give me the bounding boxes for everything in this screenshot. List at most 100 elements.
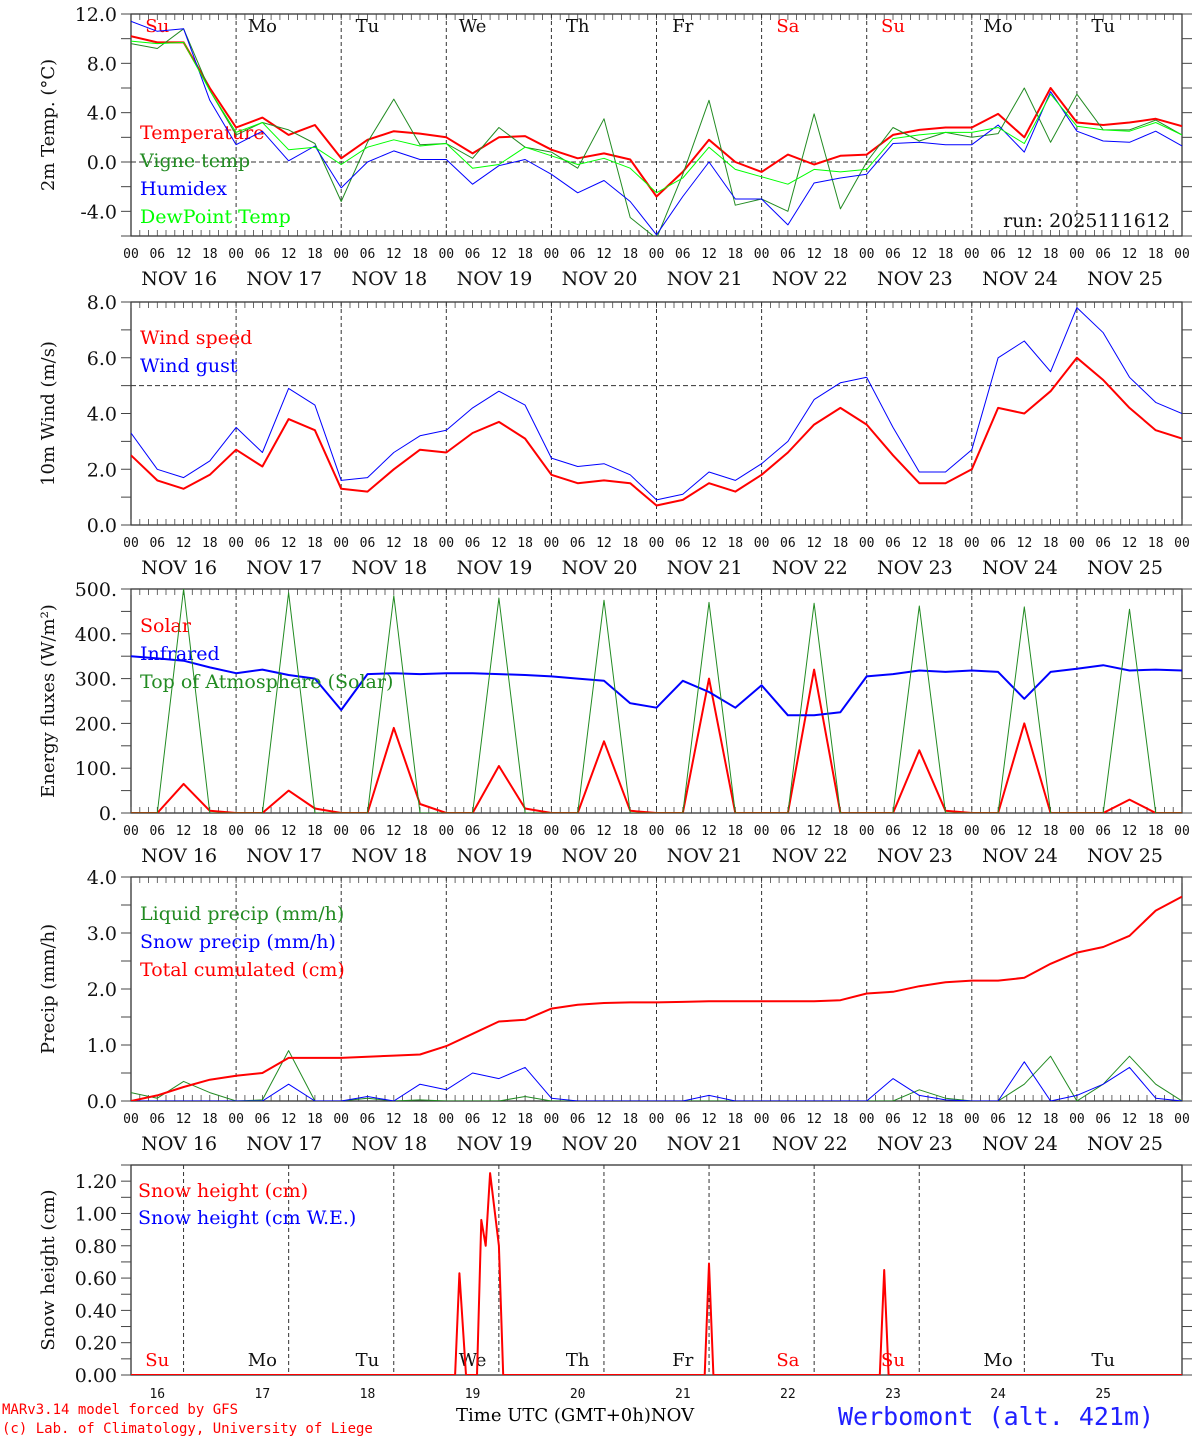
x-hour-tick-label: 18 [833, 824, 849, 839]
x-hour-tick-label: 06 [465, 536, 481, 551]
x-date-label: NOV 16 [141, 845, 217, 867]
x-hour-tick-label: 18 [202, 247, 218, 262]
x-hour-tick-label: 18 [202, 536, 218, 551]
x-hour-tick-label: 00 [1174, 824, 1190, 839]
x-date-label: NOV 16 [141, 268, 217, 290]
series-line-wind-gust [131, 307, 1182, 501]
weekday-label: Tu [1091, 16, 1115, 37]
panel-temp: 12.0 8.0 4.0 0.0 -4.0 2m Temp. (°C) 00 06 12 18 NO… [38, 4, 1192, 290]
x-hour-tick-label: 00 [649, 1112, 665, 1127]
legend-entry: DewPoint Temp [140, 206, 291, 228]
x-date-label: NOV 20 [562, 1133, 638, 1155]
x-hour-tick-label: 06 [149, 1112, 165, 1127]
x-hour-tick-label: 18 [938, 536, 954, 551]
weekday-label: Sa [776, 1350, 799, 1371]
x-date-label: NOV 24 [982, 557, 1058, 579]
x-date-label: NOV 19 [457, 845, 533, 867]
x-hour-tick-label: 12 [806, 247, 822, 262]
x-hour-tick-label: 00 [1069, 247, 1085, 262]
x-hour-tick-label: 18 [1148, 247, 1164, 262]
x-hour-tick-label: 18 [307, 247, 323, 262]
x-hour-tick-label: 00 [333, 247, 349, 262]
y-axis-label: 2m Temp. (°C) [38, 59, 59, 191]
x-date-label: NOV 18 [351, 1133, 427, 1155]
x-hour-tick-label: 12 [596, 824, 612, 839]
x-hour-tick-label: 18 [1043, 536, 1059, 551]
x-minor-ticks [130, 589, 1183, 813]
x-hour-tick-label: 12 [176, 247, 192, 262]
x-hour-tick-label: 12 [1017, 1112, 1033, 1127]
x-hour-tick-label: 18 [412, 824, 428, 839]
x-hour-tick-label: 18 [1043, 1112, 1059, 1127]
x-hour-tick-label: 00 [859, 536, 875, 551]
x-date-label: NOV 22 [772, 1133, 848, 1155]
x-hour-tick-label: 18 [1148, 1112, 1164, 1127]
x-hour-tick-label: 18 [727, 824, 743, 839]
x-hour-tick-label: 00 [544, 824, 560, 839]
x-hour-tick-label: 18 [727, 1112, 743, 1127]
x-hour-tick-label: 12 [701, 824, 717, 839]
panel-precip: 4.0 3.0 2.0 1.0 0.0 Precip (mm/h) 00 06 12 18 NOV … [38, 867, 1192, 1155]
x-hour-tick-label: 12 [386, 536, 402, 551]
x-hour-tick-label: 12 [386, 1112, 402, 1127]
x-hour-tick-label: 18 [727, 536, 743, 551]
x-hour-tick-label: 00 [1069, 536, 1085, 551]
x-hour-tick-label: 06 [885, 536, 901, 551]
weekday-label: Th [566, 16, 590, 37]
y-tick-label: 300. [75, 669, 117, 691]
series-line-liquid-precip-mm-h [131, 1050, 1182, 1101]
weekday-label: Tu [356, 1350, 380, 1371]
x-hour-tick-label: 00 [438, 1112, 454, 1127]
x-hour-tick-label: 00 [438, 824, 454, 839]
x-date-label: NOV 22 [772, 268, 848, 290]
x-hour-tick-label: 06 [990, 247, 1006, 262]
weekday-label: Su [881, 1350, 905, 1371]
x-date-label: NOV 25 [1087, 268, 1163, 290]
x-hour-tick-label: 12 [386, 247, 402, 262]
x-day-number: 23 [885, 1387, 901, 1402]
series-line-snow-precip-mm-h [131, 1061, 1182, 1101]
x-hour-tick-label: 06 [885, 247, 901, 262]
x-hour-tick-label: 18 [412, 536, 428, 551]
x-hour-tick-label: 12 [1017, 824, 1033, 839]
y-tick-label: 500. [75, 579, 117, 601]
x-hour-tick-label: 00 [544, 247, 560, 262]
x-hour-tick-label: 00 [649, 824, 665, 839]
legend-entry: Infrared [140, 643, 220, 665]
x-date-label: NOV 20 [562, 845, 638, 867]
legend-entry: Temperature [140, 122, 264, 144]
x-date-label: NOV 25 [1087, 557, 1163, 579]
y-tick-label: 0.20 [75, 1333, 117, 1355]
x-hour-tick-label: 06 [885, 824, 901, 839]
x-hour-tick-label: 00 [228, 536, 244, 551]
x-hour-tick-label: 12 [491, 247, 507, 262]
series-line-temperature [131, 35, 1182, 198]
x-hour-tick-label: 06 [1095, 824, 1111, 839]
x-hour-tick-label: 06 [465, 824, 481, 839]
x-hour-tick-label: 18 [833, 247, 849, 262]
x-hour-tick-label: 12 [806, 824, 822, 839]
x-hour-tick-label: 18 [517, 247, 533, 262]
x-hour-tick-label: 18 [622, 247, 638, 262]
weekday-label: We [459, 16, 487, 37]
x-hour-tick-label: 12 [1122, 824, 1138, 839]
x-hour-tick-label: 06 [465, 247, 481, 262]
y-tick-label: -4.0 [80, 201, 117, 223]
x-day-number: 21 [675, 1387, 691, 1402]
series-line-wind-speed [131, 356, 1182, 507]
x-date-label: NOV 17 [246, 1133, 322, 1155]
weekday-label: Fr [672, 1350, 693, 1371]
x-hour-tick-label: 18 [938, 1112, 954, 1127]
y-tick-label: 2.0 [87, 979, 117, 1001]
x-date-label: NOV 16 [141, 1133, 217, 1155]
panel-energy: 500. 400. 300. 200. 100. 0. Energy fluxes (W/m… [38, 579, 1192, 867]
x-axis-title: Time UTC (GMT+0h)NOV [456, 1405, 694, 1426]
x-hour-tick-label: 00 [123, 824, 139, 839]
x-hour-tick-label: 00 [333, 536, 349, 551]
x-date-label: NOV 21 [667, 557, 743, 579]
weekday-label: We [459, 1350, 487, 1371]
x-hour-tick-label: 00 [754, 1112, 770, 1127]
x-hour-tick-label: 18 [517, 824, 533, 839]
x-hour-tick-label: 00 [438, 247, 454, 262]
x-hour-tick-label: 00 [754, 824, 770, 839]
